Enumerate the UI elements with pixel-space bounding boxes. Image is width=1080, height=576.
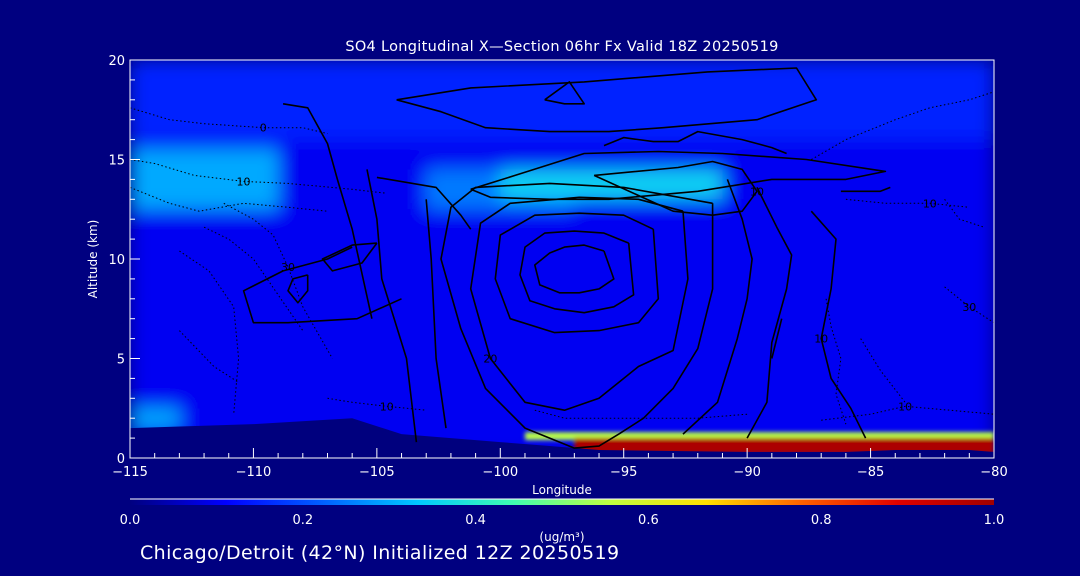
y-tick-label: 20 xyxy=(108,54,125,69)
colorbar-tick-label: 0.6 xyxy=(638,513,659,528)
field-region xyxy=(130,149,279,210)
contour-dotted xyxy=(534,409,748,419)
terrain xyxy=(130,418,994,458)
contour-solid xyxy=(440,182,714,449)
contour-label: 10 xyxy=(814,333,828,346)
contour-dotted xyxy=(825,298,847,425)
contour-solid xyxy=(544,81,586,105)
contour-label: 20 xyxy=(483,353,497,366)
contour-solid xyxy=(321,242,378,272)
contour-dotted xyxy=(811,91,994,160)
contour-solid xyxy=(810,210,867,439)
contour-solid xyxy=(682,179,753,435)
x-tick-label: −115 xyxy=(112,465,148,480)
chart-title: SO4 Longitudinal X—Section 06hr Fx Valid… xyxy=(345,39,778,55)
x-axis-label: Longitude xyxy=(532,483,592,497)
field-region xyxy=(524,432,994,441)
y-tick-label: 15 xyxy=(108,154,125,169)
y-axis-ticks: 0 5 10 15 20 xyxy=(108,54,140,467)
colorbar-tick-label: 0.0 xyxy=(120,513,141,528)
x-tick-label: −105 xyxy=(359,465,395,480)
x-axis-ticks: −115 −110 −105 −100 −95 −90 −85 −80 xyxy=(112,448,1008,480)
field-region xyxy=(130,60,994,140)
y-tick-label: 0 xyxy=(117,452,125,467)
contour-solid xyxy=(469,196,689,412)
contour-label: 10 xyxy=(380,400,394,413)
y-tick-label: 10 xyxy=(108,253,125,268)
contour-label: 10 xyxy=(898,400,912,413)
y-tick-label: 5 xyxy=(117,353,125,368)
contour-solid xyxy=(603,130,787,155)
contour-dotted xyxy=(179,330,239,383)
x-tick-label: −80 xyxy=(980,465,1007,480)
contour-solid xyxy=(366,169,418,443)
contour-solid xyxy=(746,187,793,439)
contour-solid xyxy=(287,274,309,304)
field-region xyxy=(574,438,994,455)
colorbar-tick-label: 0.8 xyxy=(811,513,832,528)
contour-solid xyxy=(425,199,447,429)
contour-solid xyxy=(519,230,635,314)
concentration-field xyxy=(130,60,994,458)
contour-solid xyxy=(242,246,402,324)
caption: Chicago/Detroit (42°N) Initialized 12Z 2… xyxy=(140,542,620,564)
contour-solid xyxy=(771,318,783,359)
contour-label: 30 xyxy=(962,301,976,314)
contour-label: 10 xyxy=(923,197,937,210)
contour-dotted xyxy=(327,397,427,411)
colorbar-tick-label: 0.2 xyxy=(292,513,313,528)
colorbar-unit: (ug/m³) xyxy=(539,530,584,544)
contour-dotted xyxy=(860,338,906,403)
contour-dotted xyxy=(130,159,387,194)
contour-solid xyxy=(470,150,887,201)
x-tick-label: −90 xyxy=(733,465,760,480)
contour-dotted xyxy=(944,199,985,228)
colorbar-tick-label: 0.4 xyxy=(465,513,486,528)
colorbar xyxy=(130,499,994,505)
contour-dotted xyxy=(203,226,304,331)
contours-solid: 20 10 10 xyxy=(242,67,891,449)
contour-label: 10 xyxy=(237,175,251,188)
contour-solid xyxy=(494,212,660,334)
contour-solid xyxy=(533,244,615,294)
contour-solid xyxy=(840,186,891,193)
x-tick-label: −100 xyxy=(482,465,518,480)
x-tick-label: −110 xyxy=(236,465,272,480)
contour-label: 0 xyxy=(260,122,267,135)
field-region xyxy=(130,408,180,429)
y-axis-label: Altitude (km) xyxy=(86,220,100,299)
surface-concentration xyxy=(524,432,994,455)
colorbar-tick-label: 1.0 xyxy=(984,513,1005,528)
colorbar-ticks: 0.0 0.2 0.4 0.6 0.8 1.0 xyxy=(120,513,1005,528)
contour-solid xyxy=(593,160,758,216)
x-tick-label: −95 xyxy=(610,465,637,480)
contour-solid xyxy=(396,67,818,133)
contour-solid xyxy=(376,176,472,230)
x-tick-label: −85 xyxy=(857,465,884,480)
contour-dotted xyxy=(223,202,333,359)
